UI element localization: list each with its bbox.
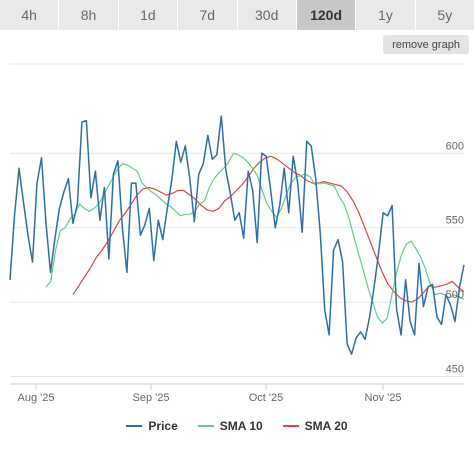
range-tab-7d[interactable]: 7d [178, 0, 237, 30]
chart-series [9, 115, 465, 355]
x-axis-labels: Aug '25 Sep '25 Oct '25 Nov '25 [18, 384, 402, 404]
legend-item-sma-10[interactable]: SMA 10 [197, 419, 263, 433]
x-tick-label: Nov '25 [365, 392, 402, 404]
remove-graph-button[interactable]: remove graph [383, 35, 469, 54]
x-tick-label: Sep '25 [133, 392, 170, 404]
series-line-price [9, 115, 465, 355]
range-tab-30d[interactable]: 30d [237, 0, 296, 30]
y-tick-label: 600 [446, 140, 464, 152]
chart-legend: Price SMA 10 SMA 20 [0, 419, 474, 433]
range-tab-1d[interactable]: 1d [118, 0, 178, 30]
range-tab-5y[interactable]: 5y [415, 0, 474, 30]
range-tab-4h[interactable]: 4h [0, 0, 59, 30]
legend-label: Price [148, 419, 178, 433]
series-line-sma-10 [45, 152, 465, 324]
legend-swatch [197, 425, 214, 427]
chart-grid [10, 63, 464, 385]
y-tick-label: 450 [446, 364, 464, 376]
legend-label: SMA 20 [304, 419, 348, 433]
y-axis-labels: 450 500 550 600 [446, 140, 464, 375]
x-tick-label: Aug '25 [18, 392, 55, 404]
range-tab-8h[interactable]: 8h [59, 0, 118, 30]
y-tick-label: 550 [446, 215, 464, 227]
range-tab-1y[interactable]: 1y [356, 0, 415, 30]
series-line-sma-20 [72, 155, 465, 303]
y-tick-label: 500 [446, 289, 464, 301]
legend-label: SMA 10 [219, 419, 263, 433]
range-tab-120d[interactable]: 120d [296, 0, 356, 30]
legend-item-price[interactable]: Price [126, 419, 178, 433]
legend-item-sma-20[interactable]: SMA 20 [282, 419, 348, 433]
legend-swatch [126, 425, 143, 427]
legend-swatch [282, 425, 299, 427]
range-tabs: 4h 8h 1d 7d 30d 120d 1y 5y [0, 0, 474, 30]
x-tick-label: Oct '25 [249, 392, 284, 404]
